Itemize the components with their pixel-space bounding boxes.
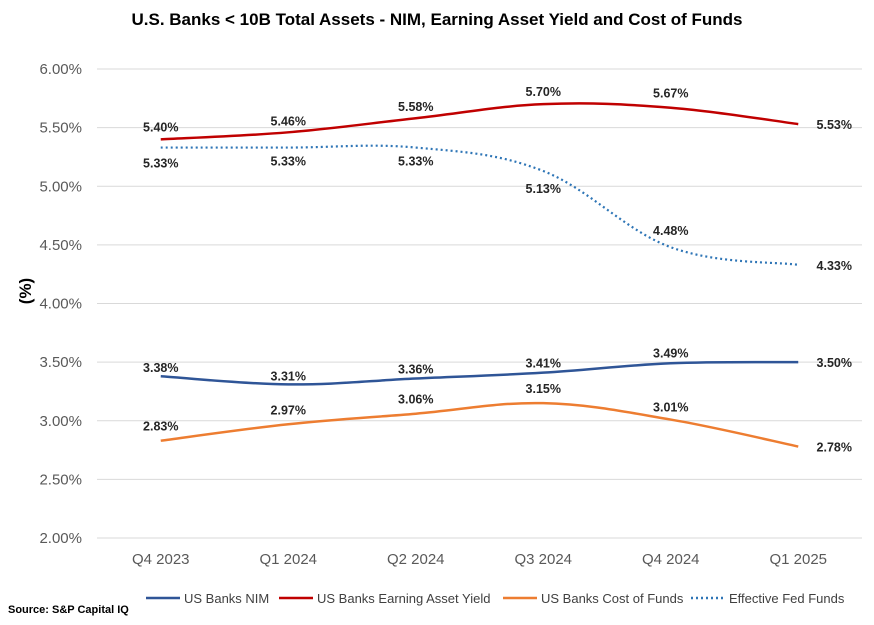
series-line-us-banks-nim bbox=[160, 360, 799, 386]
series-line-effective-fed-funds bbox=[160, 144, 799, 266]
y-axis-label: (%) bbox=[16, 278, 35, 304]
data-label: 3.31% bbox=[271, 369, 306, 383]
data-label: 4.48% bbox=[653, 224, 688, 238]
data-label: 2.97% bbox=[271, 403, 306, 417]
data-label: 5.40% bbox=[143, 120, 178, 134]
data-label: 3.15% bbox=[526, 382, 561, 396]
data-label: 5.53% bbox=[817, 118, 852, 132]
y-tick-label: 2.00% bbox=[39, 530, 82, 547]
series-line-us-banks-earning-asset-yield bbox=[160, 102, 799, 141]
data-label: 4.33% bbox=[817, 259, 852, 273]
data-label: 3.36% bbox=[398, 363, 433, 377]
data-label: 5.46% bbox=[271, 114, 306, 128]
legend-label: US Banks Earning Asset Yield bbox=[317, 591, 490, 606]
data-label: 3.06% bbox=[398, 393, 433, 407]
legend-label: US Banks Cost of Funds bbox=[541, 591, 684, 606]
x-tick-label: Q1 2024 bbox=[259, 551, 317, 568]
y-tick-label: 6.00% bbox=[39, 61, 82, 78]
data-label: 3.50% bbox=[817, 356, 852, 370]
y-tick-label: 3.00% bbox=[39, 413, 82, 430]
data-labels: 3.38% 3.31% 3.36% 3.41% 3.49% 3.50% 5.40% 5.46%… bbox=[143, 85, 852, 454]
chart-title: U.S. Banks < 10B Total Assets - NIM, Ear… bbox=[131, 10, 743, 29]
x-tick-label: Q2 2024 bbox=[387, 551, 445, 568]
data-label: 5.70% bbox=[526, 85, 561, 99]
y-axis-ticks: 2.00% 2.50% 3.00% 3.50% 4.00% 4.50% 5.00% 5.50%… bbox=[39, 61, 82, 547]
y-tick-label: 4.50% bbox=[39, 237, 82, 254]
x-tick-label: Q4 2023 bbox=[132, 551, 190, 568]
y-tick-label: 2.50% bbox=[39, 471, 82, 488]
gridlines bbox=[97, 68, 862, 539]
data-label: 3.49% bbox=[653, 346, 688, 360]
data-label: 2.78% bbox=[817, 441, 852, 455]
x-tick-label: Q3 2024 bbox=[514, 551, 572, 568]
data-label: 5.33% bbox=[271, 155, 306, 169]
data-label: 3.38% bbox=[143, 361, 178, 375]
legend-label: Effective Fed Funds bbox=[729, 591, 845, 606]
data-label: 3.01% bbox=[653, 401, 688, 415]
legend-label: US Banks NIM bbox=[184, 591, 269, 606]
data-label: 5.13% bbox=[526, 182, 561, 196]
x-axis-ticks: Q4 2023 Q1 2024 Q2 2024 Q3 2024 Q4 2024 Q1 20… bbox=[132, 551, 827, 568]
legend: US Banks NIM US Banks Earning Asset Yield… bbox=[146, 591, 845, 606]
y-tick-label: 5.00% bbox=[39, 178, 82, 195]
x-tick-label: Q4 2024 bbox=[642, 551, 700, 568]
data-label: 5.58% bbox=[398, 100, 433, 114]
y-tick-label: 4.00% bbox=[39, 296, 82, 313]
data-label: 2.83% bbox=[143, 420, 178, 434]
source-note: Source: S&P Capital IQ bbox=[8, 604, 129, 616]
x-tick-label: Q1 2025 bbox=[769, 551, 827, 568]
series-lines bbox=[160, 102, 799, 448]
y-tick-label: 3.50% bbox=[39, 354, 82, 371]
data-label: 3.41% bbox=[526, 357, 561, 371]
data-label: 5.33% bbox=[398, 155, 433, 169]
y-tick-label: 5.50% bbox=[39, 120, 82, 137]
data-label: 5.67% bbox=[653, 87, 688, 101]
series-line-us-banks-cost-of-funds bbox=[160, 401, 799, 448]
data-label: 5.33% bbox=[143, 157, 178, 171]
